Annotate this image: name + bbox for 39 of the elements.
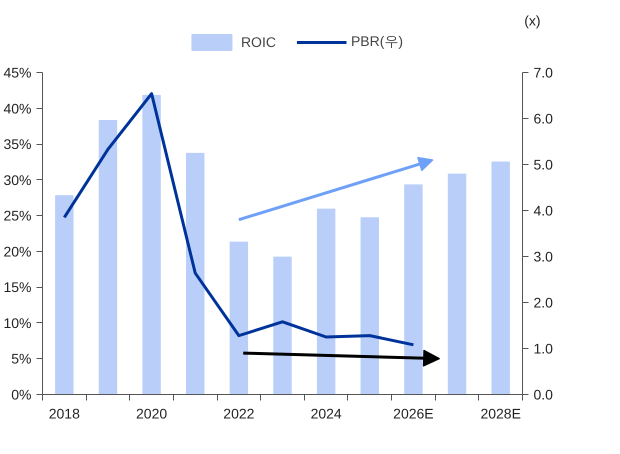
bar	[360, 217, 379, 394]
line-series	[62, 92, 415, 346]
y-tick-label: 10%	[3, 314, 32, 331]
bar	[448, 174, 466, 394]
y-tick-label: 20%	[3, 243, 32, 260]
y-tick-label: 45%	[3, 64, 32, 80]
y2-tick-label: 7.0	[534, 64, 554, 80]
y-tick-label: 30%	[3, 172, 32, 188]
y2-axis-title: (x)	[524, 12, 541, 28]
y-tick-label: 40%	[3, 100, 32, 116]
y2-tick-label: 0.0	[534, 386, 554, 402]
x-tick-label: 2018	[48, 406, 80, 422]
x-tick-label: 2020	[136, 406, 168, 422]
y2-tick-label: 4.0	[534, 202, 554, 218]
x-tick-label: 2028E	[480, 406, 521, 422]
y2-tick-label: 5.0	[534, 156, 554, 172]
y2-tick-label: 1.0	[534, 340, 554, 356]
y-tick-label: 5%	[11, 350, 32, 367]
bar	[98, 120, 118, 394]
y-tick-label: 35%	[3, 136, 32, 152]
bar	[404, 184, 423, 394]
x-tick-label: 2026E	[393, 406, 434, 422]
y2-tick-label: 2.0	[534, 294, 554, 310]
y2-tick-label: 3.0	[534, 248, 554, 264]
bar	[491, 161, 510, 394]
legend-label: PBR(우)	[350, 33, 404, 51]
x-tick-label: 2024	[310, 406, 342, 422]
y2-tick-label: 6.0	[534, 110, 554, 126]
bar	[55, 195, 74, 394]
y-tick-label: 25%	[3, 208, 32, 224]
legend-label: ROIC	[240, 34, 276, 50]
bar	[142, 94, 161, 394]
y-tick-label: 0%	[11, 386, 32, 402]
bar	[230, 242, 248, 394]
x-tick-label: 2022	[223, 406, 255, 422]
bar	[316, 208, 336, 394]
bar	[273, 256, 292, 394]
bar	[186, 152, 204, 394]
y-tick-label: 15%	[3, 279, 32, 296]
